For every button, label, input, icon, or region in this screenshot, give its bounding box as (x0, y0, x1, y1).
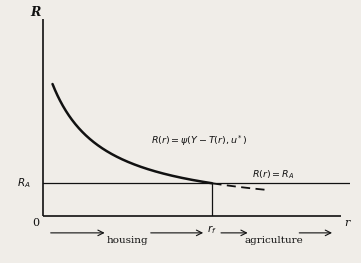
Text: 0: 0 (32, 218, 39, 228)
Text: agriculture: agriculture (244, 236, 303, 245)
Text: $R(r)=R_A$: $R(r)=R_A$ (252, 169, 295, 181)
Text: $r_f$: $r_f$ (207, 223, 217, 236)
Text: r: r (344, 218, 349, 228)
Text: $R(r)=\psi(Y-T(r),u^*)$: $R(r)=\psi(Y-T(r),u^*)$ (151, 133, 247, 148)
Text: $R_A$: $R_A$ (17, 176, 30, 190)
Text: housing: housing (107, 236, 148, 245)
Text: R: R (30, 6, 41, 19)
